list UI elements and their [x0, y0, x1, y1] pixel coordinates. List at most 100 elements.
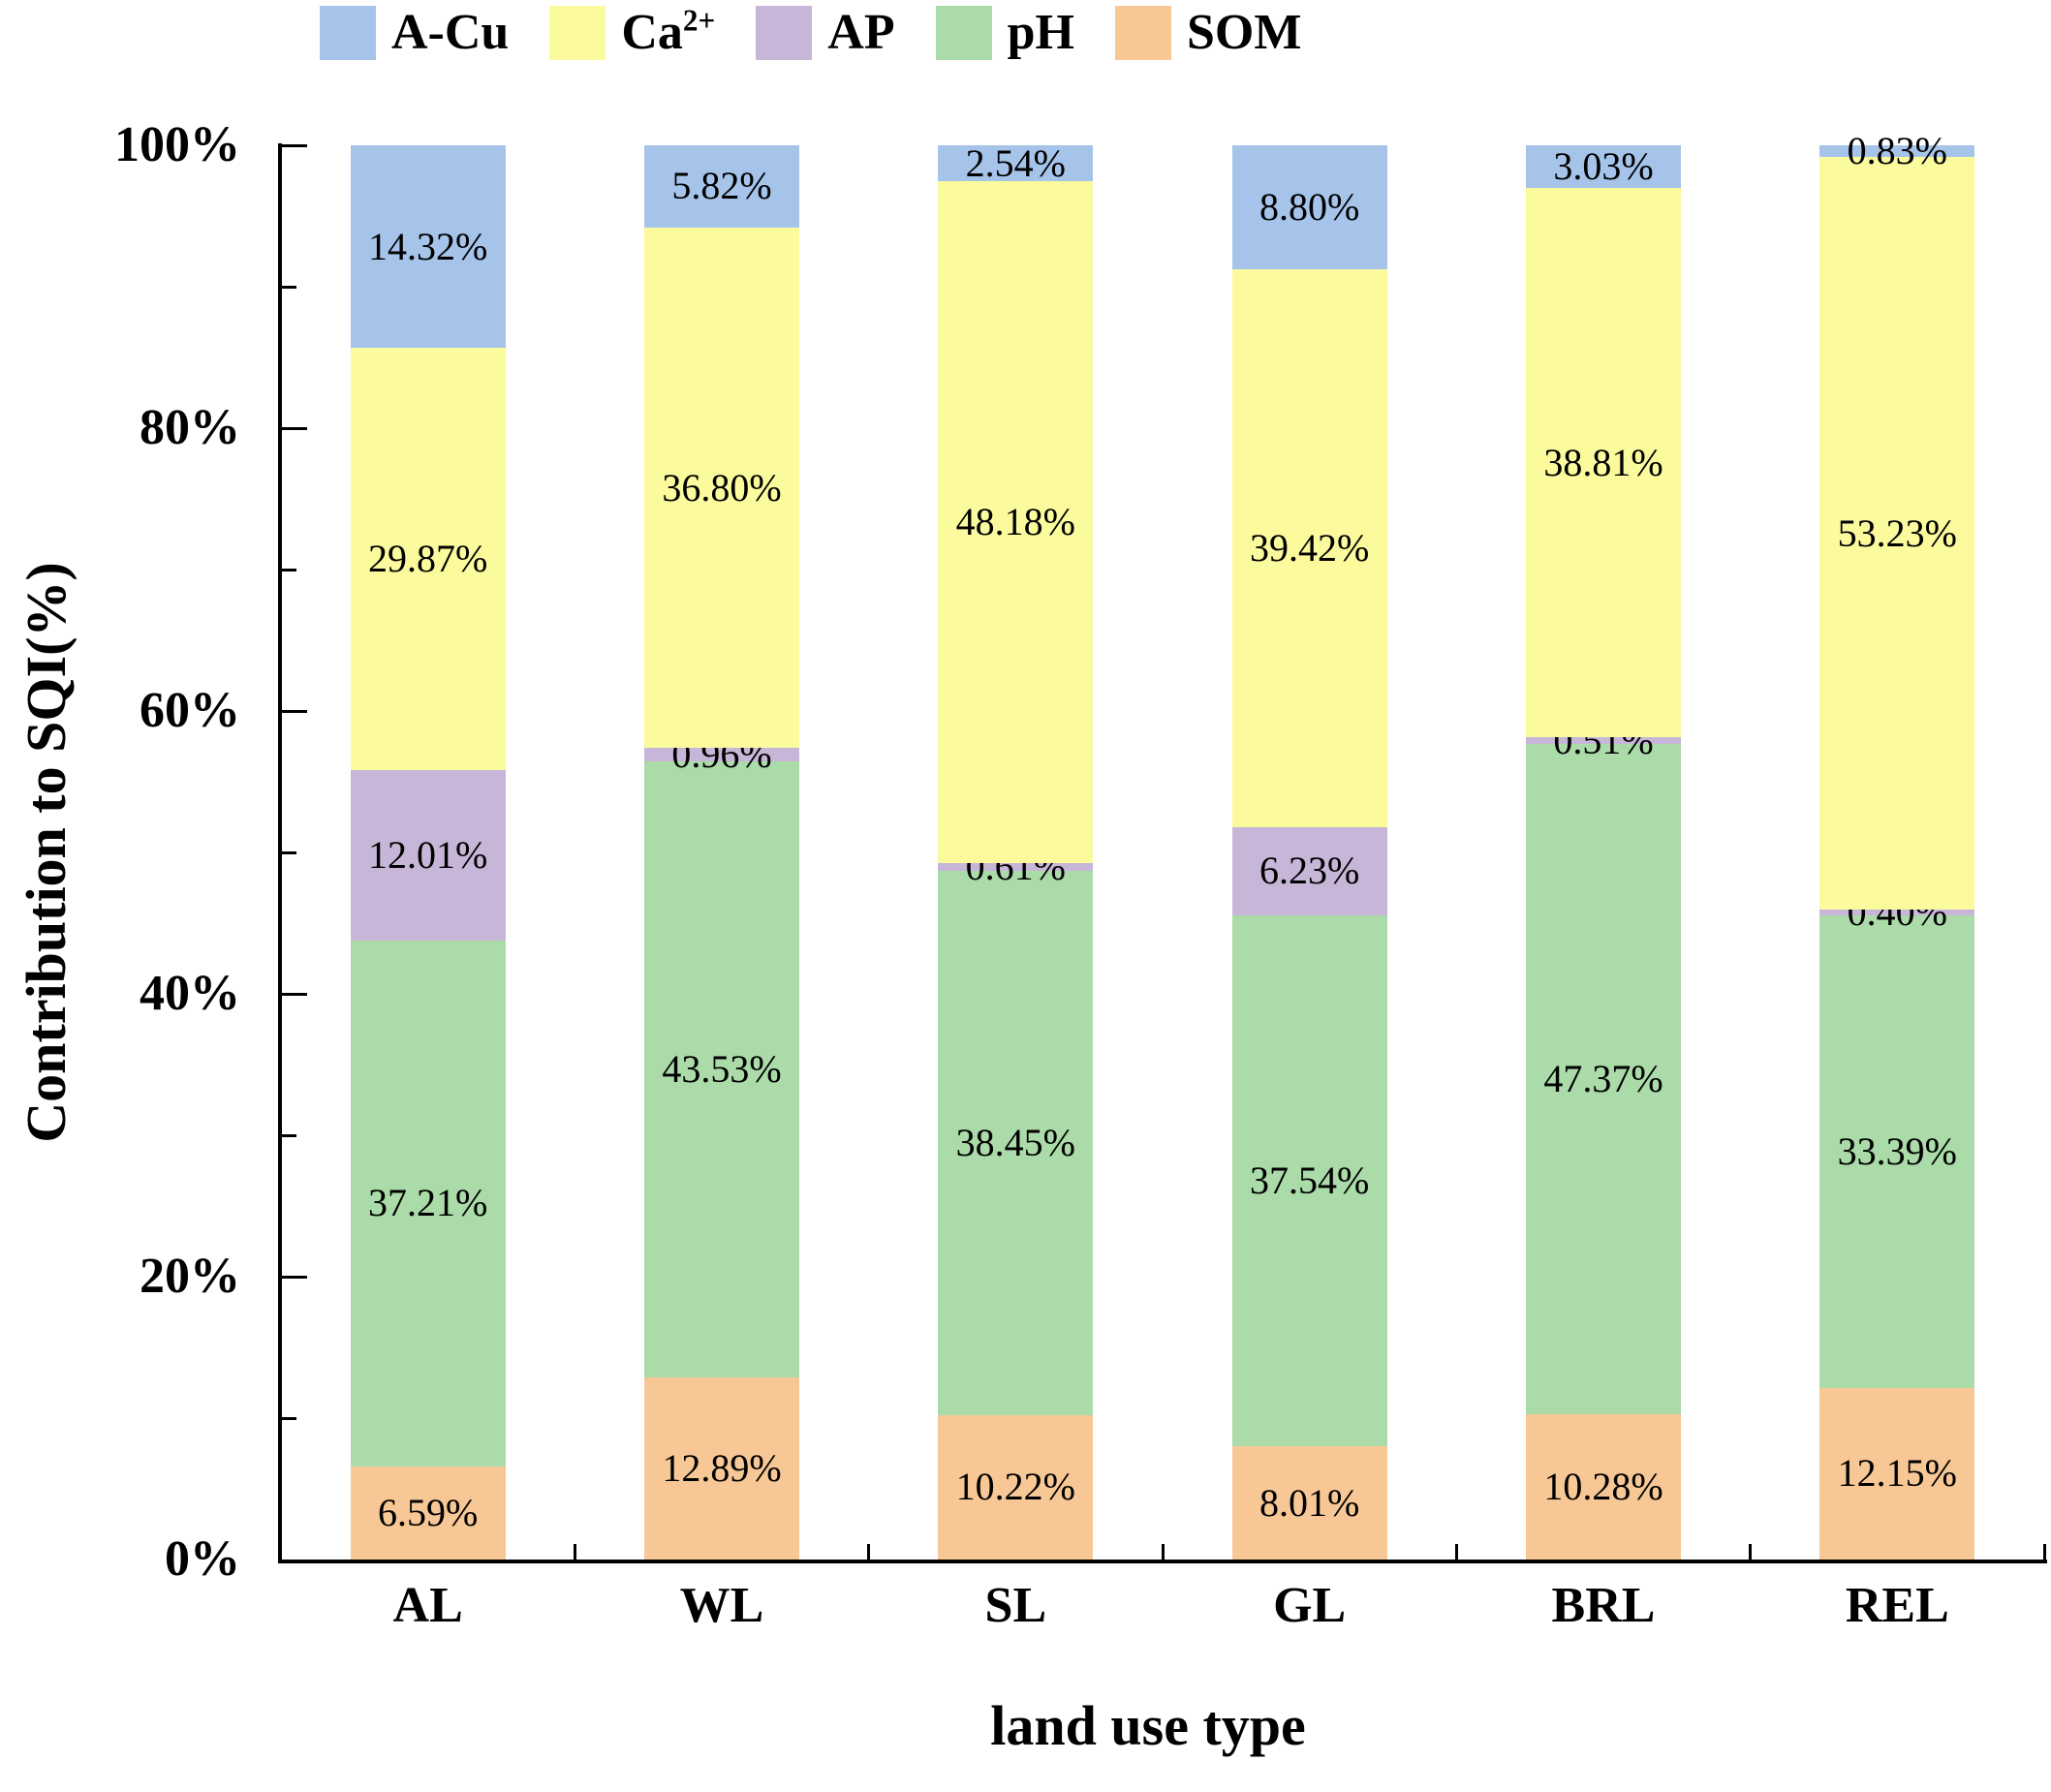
legend-swatch-icon: [756, 6, 813, 60]
bar-segment-som-wl: [644, 1376, 799, 1560]
bar-value-label: 2.54%: [965, 140, 1066, 185]
chart-legend: A-Cu Ca2+ AP pH SOM: [320, 6, 1301, 60]
bar-value-label: 8.80%: [1259, 185, 1360, 230]
bar-segment-som-sl: [938, 1414, 1094, 1560]
x-minor-tick: [2042, 1544, 2046, 1560]
legend-swatch-icon: [935, 6, 992, 60]
bar-value-label: 29.87%: [367, 537, 488, 581]
bar-value-label: 37.21%: [367, 1181, 488, 1225]
y-tick-label: 0%: [165, 1531, 240, 1587]
bar-segment-ap-brl: [1526, 736, 1681, 745]
bar-segment-som-brl: [1526, 1413, 1681, 1560]
bar-value-label: 12.89%: [662, 1445, 782, 1490]
bar-segment-ca2+-gl: [1231, 269, 1387, 827]
bar-segment-ca2+-wl: [644, 227, 799, 749]
y-tick-label: 20%: [140, 1249, 240, 1304]
y-minor-tick: [282, 850, 296, 854]
bar-segment-a-cu-brl: [1526, 145, 1681, 189]
legend-label: A-Cu: [391, 5, 510, 60]
bar-value-label: 5.82%: [671, 164, 772, 208]
y-major-tick: [282, 1275, 307, 1279]
bar-segment-a-cu-al: [350, 145, 506, 349]
bar-segment-a-cu-gl: [1231, 145, 1387, 270]
y-minor-tick: [282, 568, 296, 572]
bar-value-label: 3.03%: [1553, 144, 1654, 189]
x-tick-label-sl: SL: [984, 1578, 1047, 1633]
x-tick-label-brl: BRL: [1551, 1578, 1656, 1633]
bar-segment-som-gl: [1231, 1446, 1387, 1560]
x-tick-label-gl: GL: [1273, 1578, 1347, 1633]
y-axis-spine: [278, 143, 282, 1563]
y-minor-tick: [282, 1416, 296, 1420]
legend-item-ph: pH: [935, 5, 1074, 60]
bar-value-label: 6.23%: [1259, 849, 1360, 893]
x-minor-tick: [867, 1544, 871, 1560]
bar-value-label: 8.01%: [1259, 1480, 1360, 1525]
bar-segment-ph-wl: [644, 761, 799, 1377]
legend-swatch-icon: [549, 6, 606, 60]
bar-segment-ph-sl: [938, 871, 1094, 1415]
bar-segment-ap-al: [350, 770, 506, 941]
bar-segment-ap-wl: [644, 748, 799, 762]
bar-value-label: 12.15%: [1837, 1451, 1957, 1496]
bar-segment-ph-rel: [1819, 915, 1975, 1388]
x-minor-tick: [1749, 1544, 1753, 1560]
bar-value-label: 10.22%: [955, 1465, 1075, 1509]
bar-value-label: 10.28%: [1543, 1464, 1663, 1508]
y-tick-label: 60%: [140, 683, 240, 738]
bar-value-label: 48.18%: [955, 499, 1075, 543]
y-tick-label: 40%: [140, 966, 240, 1021]
x-minor-tick: [1454, 1544, 1458, 1560]
x-axis-title: land use type: [990, 1694, 1306, 1757]
legend-item-ap: AP: [756, 5, 895, 60]
legend-item-som: SOM: [1114, 5, 1302, 60]
y-major-tick: [282, 426, 307, 430]
legend-swatch-icon: [1114, 6, 1171, 60]
bar-value-label: 37.54%: [1249, 1159, 1370, 1202]
bar-value-label: 0.83%: [1847, 129, 1947, 173]
bar-value-label: 43.53%: [662, 1047, 782, 1092]
legend-swatch-icon: [320, 6, 376, 60]
x-tick-label-rel: REL: [1845, 1578, 1949, 1633]
bar-segment-a-cu-sl: [938, 145, 1094, 182]
bar-value-label: 33.39%: [1837, 1128, 1957, 1173]
bar-value-label: 12.01%: [367, 832, 488, 877]
y-minor-tick: [282, 285, 296, 289]
legend-item-ca2-: Ca2+: [549, 6, 715, 60]
bar-segment-ph-gl: [1231, 914, 1387, 1447]
legend-label: Ca2+: [621, 3, 716, 60]
y-major-tick: [282, 709, 307, 713]
bar-segment-ca2+-rel: [1819, 157, 1975, 911]
bar-segment-ca2+-brl: [1526, 188, 1681, 737]
x-tick-label-al: AL: [392, 1578, 463, 1633]
bar-value-label: 39.42%: [1249, 526, 1370, 571]
bar-value-label: 47.37%: [1543, 1057, 1663, 1101]
bar-value-label: 38.81%: [1543, 440, 1663, 484]
legend-item-a-cu: A-Cu: [320, 6, 509, 60]
y-tick-label: 80%: [140, 400, 240, 455]
legend-label: pH: [1007, 5, 1074, 60]
x-minor-tick: [1161, 1544, 1165, 1560]
bar-segment-ap-sl: [938, 862, 1094, 872]
bar-segment-ph-brl: [1526, 744, 1681, 1414]
y-axis-title: Contribution to SQI(%): [15, 562, 78, 1143]
legend-label: SOM: [1186, 5, 1302, 60]
bar-segment-ph-al: [350, 940, 506, 1467]
bar-segment-ap-rel: [1819, 910, 1975, 916]
x-axis-spine: [278, 1560, 2047, 1563]
x-minor-tick: [573, 1544, 576, 1560]
bar-value-label: 53.23%: [1837, 510, 1957, 555]
y-major-tick: [282, 143, 307, 147]
y-major-tick: [282, 992, 307, 996]
y-tick-label: 100%: [114, 117, 240, 172]
bar-value-label: 14.32%: [367, 224, 488, 268]
y-minor-tick: [282, 1133, 296, 1137]
bar-segment-som-al: [350, 1466, 506, 1560]
legend-label: AP: [827, 5, 895, 60]
bar-segment-ca2+-al: [350, 348, 506, 771]
x-tick-label-wl: WL: [679, 1578, 764, 1633]
bar-segment-ca2+-sl: [938, 181, 1094, 863]
bar-segment-a-cu-rel: [1819, 145, 1975, 158]
bar-value-label: 36.80%: [662, 465, 782, 510]
